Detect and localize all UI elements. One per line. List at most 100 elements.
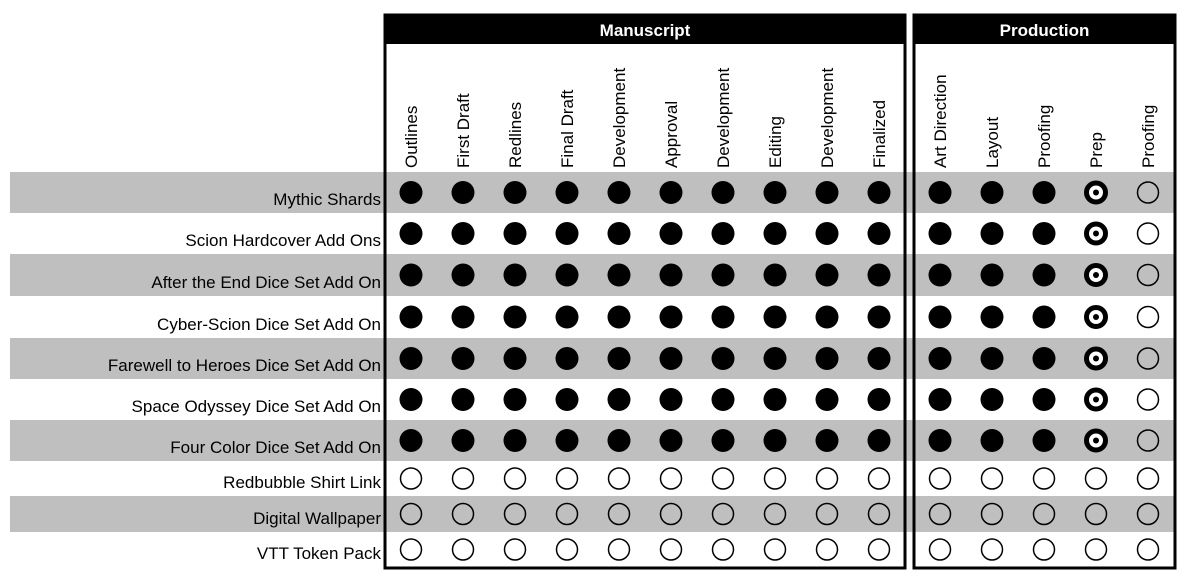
column-header: Proofing: [1035, 105, 1054, 168]
status-full: [503, 263, 527, 287]
status-partial-dot: [1093, 437, 1099, 444]
status-full: [503, 347, 527, 370]
status-full: [815, 429, 839, 452]
status-full: [867, 305, 891, 329]
column-header: Redlines: [506, 102, 525, 168]
row-label: After the End Dice Set Add On: [151, 273, 381, 292]
column-header: Outlines: [402, 106, 421, 168]
row-label: Farewell to Heroes Dice Set Add On: [108, 356, 381, 375]
column-header: Editing: [766, 116, 785, 168]
status-empty: [1136, 538, 1160, 561]
status-empty: [1136, 502, 1160, 526]
status-full: [867, 347, 891, 370]
status-full: [607, 263, 631, 287]
status-full: [607, 222, 631, 245]
status-empty: [451, 467, 475, 490]
status-full: [503, 181, 527, 204]
status-partial-dot: [1093, 396, 1099, 403]
column-header: Development: [818, 68, 837, 168]
status-full: [815, 263, 839, 287]
status-empty: [711, 467, 735, 490]
status-full: [607, 181, 631, 204]
column-header: Prep: [1087, 132, 1106, 168]
status-full: [763, 347, 787, 370]
status-full: [928, 388, 952, 411]
group-title: Production: [1000, 21, 1090, 40]
status-empty: [711, 538, 735, 561]
status-empty: [1032, 538, 1056, 561]
status-full: [1032, 305, 1056, 329]
column-header: Proofing: [1139, 105, 1158, 168]
group-border: [383, 13, 907, 570]
row-label: Space Odyssey Dice Set Add On: [132, 397, 381, 416]
status-empty: [815, 538, 839, 561]
row-label: Mythic Shards: [273, 190, 381, 209]
column-header: Art Direction: [931, 74, 950, 168]
status-full: [980, 263, 1004, 287]
status-empty: [1136, 467, 1160, 490]
status-full: [928, 222, 952, 245]
status-full: [503, 222, 527, 245]
status-empty: [1032, 502, 1056, 526]
status-full: [763, 263, 787, 287]
row-label: Digital Wallpaper: [253, 509, 381, 528]
status-full: [555, 429, 579, 452]
status-empty: [928, 538, 952, 561]
status-full: [711, 388, 735, 411]
status-full: [451, 222, 475, 245]
status-empty: [659, 467, 683, 490]
status-full: [555, 222, 579, 245]
status-full: [928, 429, 952, 452]
row-label: VTT Token Pack: [257, 544, 382, 563]
status-full: [607, 305, 631, 329]
status-full: [815, 222, 839, 245]
status-empty: [555, 538, 579, 561]
status-full: [867, 222, 891, 245]
status-empty: [980, 538, 1004, 561]
status-full: [1032, 429, 1056, 452]
status-partial-dot: [1093, 272, 1099, 278]
status-full: [555, 181, 579, 204]
status-full: [659, 305, 683, 329]
status-full: [659, 222, 683, 245]
status-empty: [928, 467, 952, 490]
status-full: [659, 388, 683, 411]
status-empty: [659, 538, 683, 561]
status-full: [399, 305, 423, 329]
status-empty: [1136, 181, 1160, 204]
column-header: Final Draft: [558, 89, 577, 168]
status-empty: [1084, 502, 1108, 526]
status-full: [815, 347, 839, 370]
row-band: [10, 496, 1175, 532]
row-label: Redbubble Shirt Link: [223, 473, 381, 492]
status-full: [607, 388, 631, 411]
status-empty: [1084, 467, 1108, 490]
status-empty: [451, 538, 475, 561]
status-full: [867, 263, 891, 287]
status-partial-dot: [1093, 230, 1099, 237]
status-empty: [1084, 538, 1108, 561]
status-full: [659, 181, 683, 204]
status-full: [451, 347, 475, 370]
status-empty: [1136, 305, 1160, 329]
status-empty: [815, 502, 839, 526]
column-header: Development: [610, 68, 629, 168]
status-empty: [607, 538, 631, 561]
status-full: [659, 429, 683, 452]
status-full: [980, 347, 1004, 370]
status-full: [980, 222, 1004, 245]
status-empty: [867, 467, 891, 490]
status-empty: [555, 502, 579, 526]
group-title: Manuscript: [600, 21, 691, 40]
status-full: [928, 305, 952, 329]
status-empty: [980, 502, 1004, 526]
status-full: [1032, 181, 1056, 204]
status-full: [399, 347, 423, 370]
status-full: [1032, 347, 1056, 370]
status-empty: [1136, 429, 1160, 452]
group-header-bar: [914, 14, 1175, 44]
status-empty: [711, 502, 735, 526]
status-empty: [1136, 263, 1160, 287]
status-full: [815, 388, 839, 411]
